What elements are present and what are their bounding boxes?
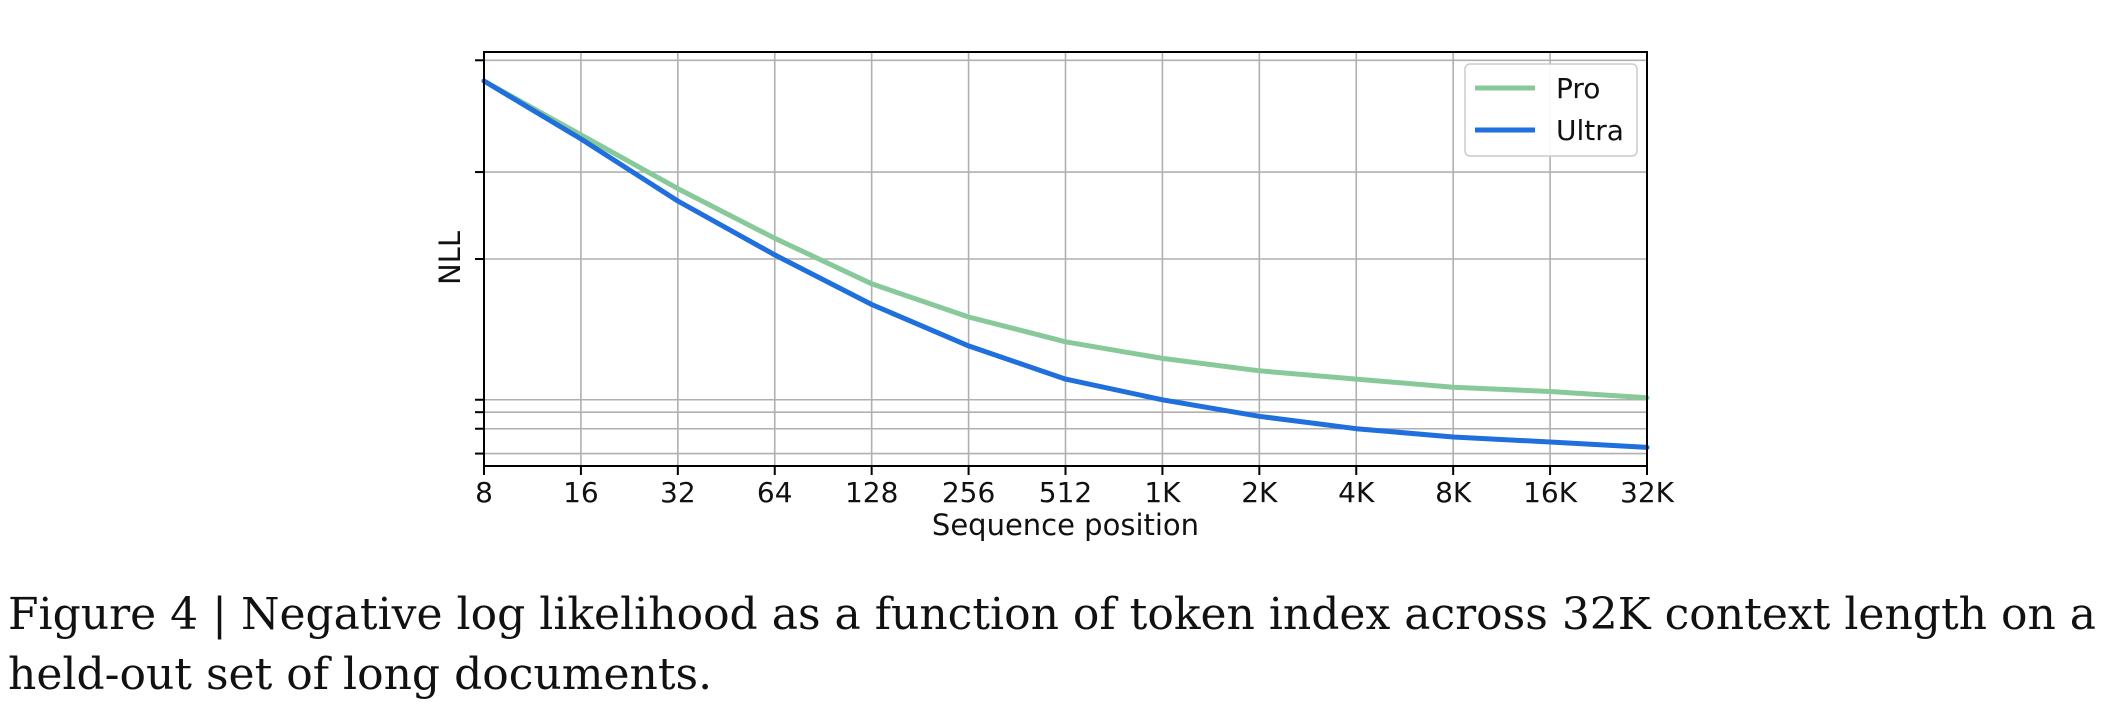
x-tick-label: 128: [845, 476, 898, 509]
x-tick-label: 8K: [1435, 476, 1472, 509]
y-axis-ticks: [475, 59, 484, 455]
legend: Pro Ultra: [1464, 63, 1638, 157]
nll-chart: 8 16 32 64 128 256 512 1K 2K 4K 8K 16K 32K Sequence …: [433, 51, 1675, 542]
series-lines: [481, 78, 1650, 450]
x-tick-label: 2K: [1241, 476, 1278, 509]
figure-caption: Figure 4 | Negative log likelihood as a …: [8, 589, 2097, 700]
x-tick-label: 16: [563, 476, 599, 509]
y-axis-label: NLL: [433, 231, 467, 285]
x-axis-label: Sequence position: [932, 508, 1199, 542]
x-tick-label: 8: [475, 476, 493, 509]
x-tick-label: 32: [660, 476, 696, 509]
x-tick-label: 32K: [1620, 476, 1675, 509]
x-tick-label: 4K: [1338, 476, 1375, 509]
x-tick-label: 1K: [1144, 476, 1181, 509]
series-line-pro: [481, 78, 1650, 401]
x-axis-ticks: 8 16 32 64 128 256 512 1K 2K 4K 8K 16K 32K: [475, 466, 1675, 509]
x-tick-label: 256: [942, 476, 995, 509]
legend-label-ultra: Ultra: [1556, 114, 1624, 147]
x-tick-label: 64: [757, 476, 793, 509]
x-tick-label: 16K: [1523, 476, 1578, 509]
series-line-ultra: [481, 78, 1650, 450]
x-tick-label: 512: [1039, 476, 1092, 509]
legend-label-pro: Pro: [1556, 72, 1600, 105]
